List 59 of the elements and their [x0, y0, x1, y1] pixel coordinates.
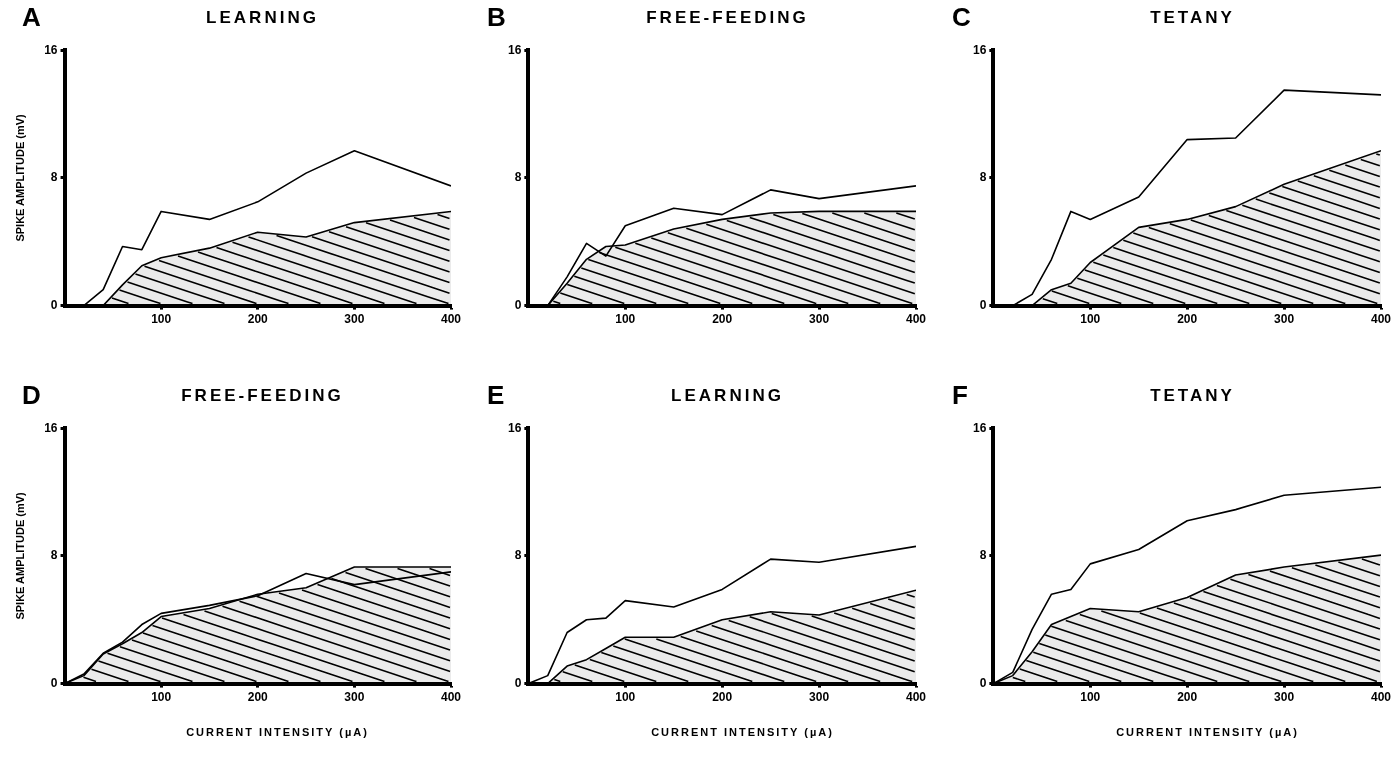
x-tick-label: 400: [440, 690, 462, 705]
x-tick-label: 100: [151, 690, 172, 705]
y-tick-label: 16: [44, 420, 58, 435]
y-tick-label: 8: [50, 548, 58, 563]
x-tick-label: 200: [712, 312, 733, 327]
x-tick-label: 200: [712, 690, 733, 705]
y-tick-label: 8: [50, 170, 58, 185]
x-tick-label: 200: [247, 690, 269, 705]
chart-title: TETANY: [1149, 386, 1236, 406]
y-axis-title: SPIKE AMPLITUDE (mV): [13, 491, 26, 620]
text: D: [22, 380, 41, 411]
x-tick-label: 200: [247, 312, 269, 327]
x-axis-title: CURRENT INTENSITY (µA): [1115, 726, 1300, 738]
y-tick-label: 16: [972, 420, 987, 435]
text: C: [952, 2, 971, 33]
x-tick-label: 400: [440, 312, 462, 327]
y-tick-label: 16: [44, 42, 58, 57]
y-tick-label: 8: [514, 548, 522, 563]
x-tick-label: 200: [1177, 312, 1198, 327]
y-tick-label: 16: [972, 42, 987, 57]
x-tick-label: 300: [809, 312, 830, 327]
y-tick-label: 8: [979, 170, 987, 185]
chart-title: TETANY: [1149, 8, 1236, 28]
x-axis-title: CURRENT INTENSITY (µA): [650, 726, 835, 738]
y-tick-label: 0: [514, 297, 522, 312]
y-tick-label: 0: [50, 297, 58, 312]
text: B: [487, 2, 506, 33]
chart-title: LEARNING: [670, 386, 785, 406]
x-tick-label: 300: [809, 690, 830, 705]
x-tick-label: 300: [1274, 690, 1295, 705]
x-tick-label: 300: [1274, 312, 1295, 327]
text: A: [22, 2, 41, 33]
chart-title: LEARNING: [205, 8, 320, 28]
x-tick-label: 100: [615, 690, 636, 705]
x-tick-label: 300: [344, 690, 365, 705]
x-tick-label: 100: [1080, 312, 1101, 327]
y-tick-label: 8: [979, 548, 987, 563]
chart-title: FREE-FEEDING: [180, 386, 345, 406]
y-tick-label: 0: [514, 675, 522, 690]
x-tick-label: 100: [151, 312, 172, 327]
x-tick-label: 300: [344, 312, 365, 327]
chart-title: FREE-FEEDING: [645, 8, 810, 28]
text: F: [952, 380, 968, 411]
x-tick-label: 200: [1177, 690, 1198, 705]
y-tick-label: 0: [979, 675, 987, 690]
x-tick-label: 100: [1080, 690, 1101, 705]
y-tick-label: 16: [507, 42, 522, 57]
y-axis-title: SPIKE AMPLITUDE (mV): [13, 113, 26, 242]
x-tick-label: 400: [1370, 690, 1392, 705]
x-axis-title: CURRENT INTENSITY (µA): [185, 726, 370, 738]
x-tick-label: 400: [1370, 312, 1392, 327]
y-tick-label: 16: [507, 420, 522, 435]
x-tick-label: 400: [905, 312, 927, 327]
y-tick-label: 0: [979, 297, 987, 312]
x-tick-label: 400: [905, 690, 927, 705]
y-tick-label: 8: [514, 170, 522, 185]
text: E: [487, 380, 505, 411]
y-tick-label: 0: [50, 675, 58, 690]
x-tick-label: 100: [615, 312, 636, 327]
